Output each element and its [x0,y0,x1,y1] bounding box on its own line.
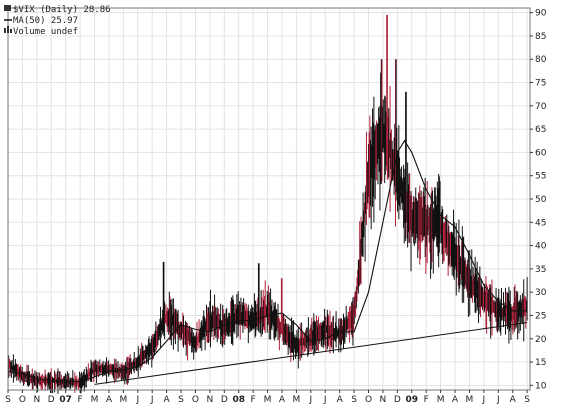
y-tick-label: 25 [535,311,546,321]
y-tick-label: 50 [535,195,547,205]
y-tick-label: 65 [535,125,546,135]
trend-line [94,322,528,385]
chart-icon [4,5,11,11]
x-tick-label: A [337,395,344,405]
x-tick-label: 07 [59,395,72,405]
x-tick-label: A [164,395,171,405]
x-tick-label: M [466,395,474,405]
y-tick-label: 10 [535,381,547,391]
legend-volume-entry: Volume undef [4,26,78,37]
y-tick-label: 35 [535,265,546,275]
x-tick-label: D [221,395,228,405]
x-tick-label: O [192,395,199,405]
y-tick-label: 70 [535,102,547,112]
x-tick-label: S [351,395,357,405]
legend-volume-text: Volume undef [13,27,78,37]
x-tick-label: F [424,395,429,405]
volume-swatch-icon [4,28,6,33]
y-tick-label: 90 [535,9,547,19]
legend-symbol-entry: $VIX (Daily) 28.86 [4,5,111,15]
x-tick-label: D [394,395,401,405]
x-tick-label: S [178,395,184,405]
y-tick-label: 85 [535,32,546,42]
x-tick-label: F [251,395,256,405]
x-tick-label: M [264,395,272,405]
x-tick-label: A [106,395,113,405]
y-tick-label: 20 [535,335,547,345]
y-tick-label: 30 [535,288,547,298]
legend-ma-entry: MA(50) 25.97 [4,16,78,26]
moving-average [7,139,528,383]
y-tick-label: 40 [535,242,547,252]
y-tick-label: 75 [535,79,546,89]
x-tick-label: J [135,395,139,405]
x-tick-label: 09 [405,395,418,405]
volume-swatch-icon-3 [10,29,12,33]
y-tick-label: 15 [535,358,546,368]
x-tick-label: M [91,395,99,405]
x-tick-label: 08 [232,395,245,405]
y-tick-label: 60 [535,148,547,158]
x-tick-label: N [33,395,40,405]
x-tick-label: N [380,395,387,405]
x-axis-ticks: S O N D 07 F M A M J J A S O N D 08 F M A M J J A S O N D 09 F M A M J J A S [5,390,530,405]
x-tick-label: J [323,395,327,405]
y-tick-label: 55 [535,172,546,182]
ma-line [7,139,528,383]
x-tick-label: S [5,395,11,405]
x-tick-label: M [119,395,127,405]
y-axis-ticks: 10 15 20 25 30 35 40 45 50 55 60 65 70 75 80 85 90 [530,9,547,391]
legend: $VIX (Daily) 28.86 MA(50) 25.97 Volume u… [4,5,111,37]
x-tick-label: A [279,395,286,405]
x-tick-label: M [437,395,445,405]
price-bars [7,14,528,394]
x-tick-label: F [78,395,83,405]
legend-symbol-text: $VIX (Daily) 28.86 [13,5,111,15]
x-tick-label: J [482,395,486,405]
x-tick-label: D [48,395,55,405]
x-tick-label: J [496,395,500,405]
y-tick-label: 80 [535,55,547,65]
y-tick-label: 45 [535,218,546,228]
x-tick-label: N [207,395,214,405]
x-tick-label: M [293,395,301,405]
x-tick-label: S [524,395,530,405]
volume-swatch-icon-2 [7,26,9,33]
x-tick-label: O [19,395,26,405]
x-tick-label: O [365,395,372,405]
trend-lines [94,322,528,385]
legend-ma-text: MA(50) 25.97 [13,16,78,26]
x-tick-label: J [150,395,154,405]
x-tick-label: A [452,395,459,405]
x-tick-label: J [308,395,312,405]
x-tick-label: A [510,395,517,405]
